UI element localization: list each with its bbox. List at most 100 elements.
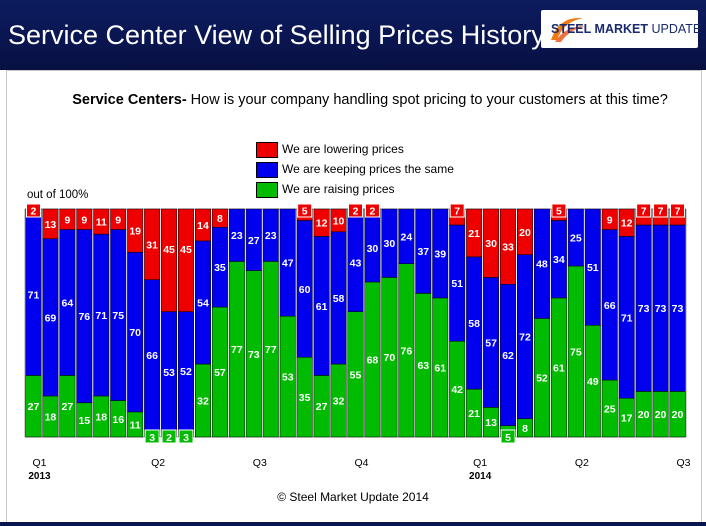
bar-lowering-4	[76, 208, 93, 230]
bar-keeping-25	[432, 208, 449, 299]
label-keeping-17: 60	[299, 284, 311, 296]
label-keeping-28: 57	[485, 337, 497, 349]
label-raising-31: 52	[536, 373, 548, 385]
label-lowering-10: 45	[180, 244, 192, 256]
legend-label-raising: We are raising prices	[282, 182, 395, 196]
label-box-lowering-39	[670, 203, 686, 218]
x-tick-label-1: Q1	[32, 457, 46, 469]
label-box-lowering-20	[348, 203, 363, 218]
label-raising-35: 25	[604, 404, 616, 416]
label-lowering-30: 20	[519, 227, 531, 239]
label-box-raising-8	[144, 429, 160, 444]
label-lowering-3: 9	[64, 214, 70, 226]
bar-lowering-28	[483, 208, 500, 278]
label-keeping-27: 58	[468, 318, 480, 330]
label-raising-13: 77	[231, 344, 243, 356]
label-keeping-37: 73	[638, 303, 650, 315]
label-keeping-20: 43	[350, 258, 362, 270]
label-keeping-21: 30	[367, 243, 379, 255]
label-keeping-35: 66	[604, 300, 616, 312]
bar-keeping-14	[245, 208, 262, 271]
label-raising-11: 32	[197, 396, 209, 408]
copyright-text: © Steel Market Update 2014	[277, 490, 429, 504]
bar-lowering-35	[601, 208, 618, 230]
label-raising-36: 17	[621, 413, 633, 425]
label-keeping-19: 58	[333, 293, 345, 305]
logo-text: STEEL MARKET UPDATE	[551, 22, 701, 36]
scale-note: out of 100%	[27, 189, 89, 201]
bar-keeping-31	[533, 208, 550, 319]
bar-lowering-18	[313, 208, 330, 237]
logo-swoosh-icon	[551, 17, 585, 42]
logo-text-bold: STEEL MARKET	[551, 22, 648, 36]
legend-swatch-raising	[256, 182, 278, 198]
label-lowering-1: 2	[31, 206, 37, 218]
label-keeping-16: 47	[282, 258, 294, 270]
label-raising-21: 68	[367, 354, 379, 366]
label-box-lowering-32	[551, 203, 567, 218]
page-title: Service Center View of Selling Prices Hi…	[8, 20, 545, 50]
bar-lowering-30	[517, 208, 533, 255]
label-lowering-32: 5	[556, 206, 562, 218]
bar-keeping-24	[415, 208, 432, 294]
label-raising-37: 20	[638, 409, 650, 421]
label-lowering-5: 11	[96, 217, 107, 229]
label-box-lowering-17	[297, 203, 313, 218]
label-lowering-4: 9	[81, 214, 87, 226]
label-lowering-19: 10	[333, 215, 345, 227]
bar-lowering-7	[127, 208, 144, 253]
label-box-raising-29	[500, 429, 516, 444]
label-raising-38: 20	[655, 409, 667, 421]
bar-keeping-33	[567, 208, 584, 267]
x-tick-label-7: Q3	[677, 457, 691, 469]
label-raising-39: 20	[672, 409, 684, 421]
label-raising-34: 49	[587, 376, 599, 388]
bar-keeping-15	[262, 208, 279, 262]
label-keeping-12: 35	[214, 262, 226, 274]
label-raising-9: 2	[166, 432, 172, 444]
label-keeping-25: 39	[434, 248, 446, 260]
bar-keeping-23	[398, 208, 415, 264]
legend-swatch-lowering	[256, 142, 278, 158]
label-keeping-6: 75	[112, 310, 124, 322]
label-lowering-9: 45	[163, 244, 175, 256]
label-keeping-8: 66	[146, 350, 158, 362]
label-raising-8: 3	[149, 432, 155, 444]
question-text: How is your company handling spot pricin…	[186, 92, 668, 108]
footer-bar	[0, 522, 706, 526]
x-tick-label-2: Q2	[151, 457, 165, 469]
label-raising-26: 42	[451, 384, 463, 396]
label-raising-17: 35	[299, 392, 311, 404]
label-lowering-36: 12	[621, 218, 633, 230]
label-raising-27: 21	[468, 408, 480, 420]
label-keeping-2: 69	[45, 312, 57, 324]
label-keeping-4: 76	[78, 311, 90, 323]
label-raising-14: 73	[248, 349, 260, 361]
label-keeping-22: 30	[384, 238, 396, 250]
label-raising-1: 27	[28, 401, 40, 413]
x-tick-label-4: Q4	[354, 457, 368, 469]
label-box-lowering-37	[636, 203, 652, 218]
x-tick-year-5: 2014	[469, 471, 492, 482]
label-keeping-7: 70	[129, 327, 141, 339]
label-keeping-39: 73	[672, 303, 684, 315]
label-raising-20: 55	[350, 369, 362, 381]
x-tick-label-5: Q1	[473, 457, 487, 469]
label-box-raising-10	[178, 429, 194, 444]
label-box-lowering-38	[653, 203, 669, 218]
label-raising-6: 16	[112, 414, 124, 426]
label-raising-22: 70	[384, 352, 396, 364]
label-box-lowering-21	[364, 203, 380, 218]
label-raising-12: 57	[214, 367, 226, 379]
x-tick-label-6: Q2	[575, 457, 589, 469]
label-keeping-10: 52	[180, 366, 192, 378]
label-lowering-12: 8	[217, 213, 223, 225]
label-raising-5: 18	[95, 411, 107, 423]
label-raising-7: 11	[130, 419, 141, 431]
label-lowering-26: 7	[454, 206, 460, 218]
label-lowering-21: 2	[370, 206, 376, 218]
label-lowering-7: 19	[129, 226, 141, 238]
chart-question: Service Centers- How is your company han…	[70, 90, 670, 111]
label-raising-15: 77	[265, 344, 277, 356]
bar-lowering-27	[466, 208, 483, 258]
